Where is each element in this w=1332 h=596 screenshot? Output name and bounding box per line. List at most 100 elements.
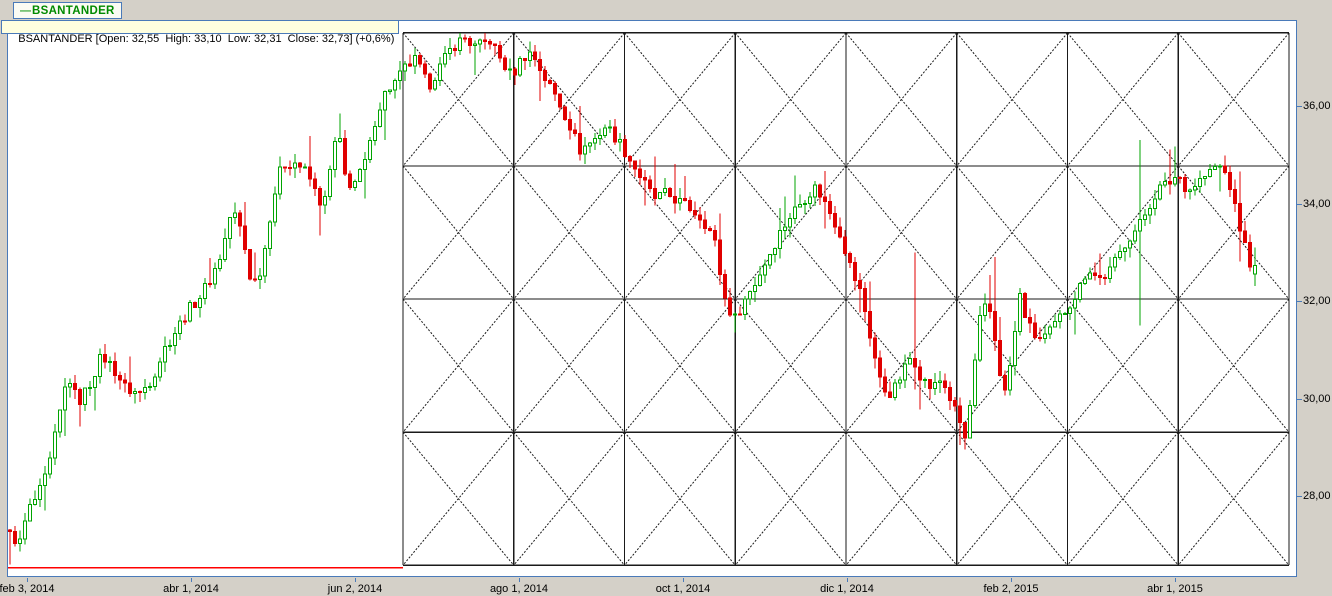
candle [663,177,667,196]
candle [1248,234,1252,272]
candle [958,397,962,445]
candle [1053,314,1057,328]
candle [283,166,287,173]
candle [528,41,532,68]
candle [673,164,677,214]
candle [443,46,447,68]
candle [123,372,127,393]
candle [308,136,312,187]
candle [1113,253,1117,272]
candle [933,373,937,396]
series-line-icon: — [20,4,31,17]
candle [1093,262,1097,281]
candle [1023,291,1027,319]
candle [318,186,322,236]
candle [863,281,867,322]
candle [218,254,222,272]
candle [253,252,257,283]
candle [248,248,252,281]
price-tick [1297,301,1302,302]
candle [913,252,917,390]
date-tick-label: dic 1, 2014 [820,583,874,595]
candle [623,135,627,158]
candle [718,213,722,285]
chart-plot-area[interactable] [7,20,1297,577]
candle [983,293,987,322]
price-tick [1297,106,1302,107]
price-tick-label: 30,00 [1303,392,1331,405]
candle [1228,165,1232,198]
candle [988,274,992,319]
candle [1043,325,1047,344]
candle [163,336,167,372]
price-tick [1297,203,1302,205]
candle [183,314,187,326]
candle [708,226,712,232]
candle [803,199,807,214]
candle [773,247,777,263]
candle [688,196,692,213]
candle [268,219,272,256]
candle [58,409,62,438]
candle [788,213,792,238]
candle [393,78,397,99]
candle [288,160,292,176]
candle [973,353,977,409]
candle [103,343,107,369]
date-tick [191,578,192,582]
candle [93,376,97,411]
candle [1078,281,1082,303]
candle [73,375,77,399]
candle [1133,224,1137,245]
candle [1223,155,1227,175]
candle [128,356,132,398]
candle [358,168,362,183]
candle [188,300,192,323]
candle [853,257,857,291]
candle [723,269,727,307]
price-axis[interactable]: 36,00 34,00 32,00 30,00 28,00 [1297,20,1332,577]
symbol-tab[interactable]: — BSANTANDER [13,2,122,19]
candle [1008,356,1012,396]
candle [878,350,882,388]
candle [613,119,617,145]
candle [408,54,412,68]
candle [1068,305,1072,321]
candle [618,133,622,152]
candle [748,290,752,306]
price-tick-label: 32,00 [1303,295,1331,307]
candle [1123,247,1127,262]
candle [243,201,247,255]
candle [543,66,547,88]
date-tick [519,578,520,582]
candle [568,111,572,140]
candle [998,317,1002,377]
symbol-tab-label: BSANTANDER [32,4,115,17]
candle [348,170,352,191]
candle [628,154,632,169]
candle [713,224,717,247]
candle [583,136,587,164]
candle [573,123,577,137]
candle [1188,188,1192,200]
candle [928,379,932,399]
candle [828,193,832,220]
candle [873,332,877,369]
candle [918,360,922,410]
date-tick [1175,578,1176,582]
candle [1013,321,1017,376]
candle [383,90,387,140]
candle [1238,171,1242,262]
candle [138,390,142,403]
candle [148,382,152,391]
time-axis[interactable]: feb 3, 2014 abr 1, 2014 jun 2, 2014 ago 1, … [0,577,1332,596]
chart-canvas[interactable] [8,21,1296,576]
candle [758,265,762,287]
candle [698,206,702,229]
candle [908,351,912,365]
candle [533,44,537,67]
gann-grid-diagonals [402,32,1290,566]
candle [943,373,947,394]
candle [1108,257,1112,283]
